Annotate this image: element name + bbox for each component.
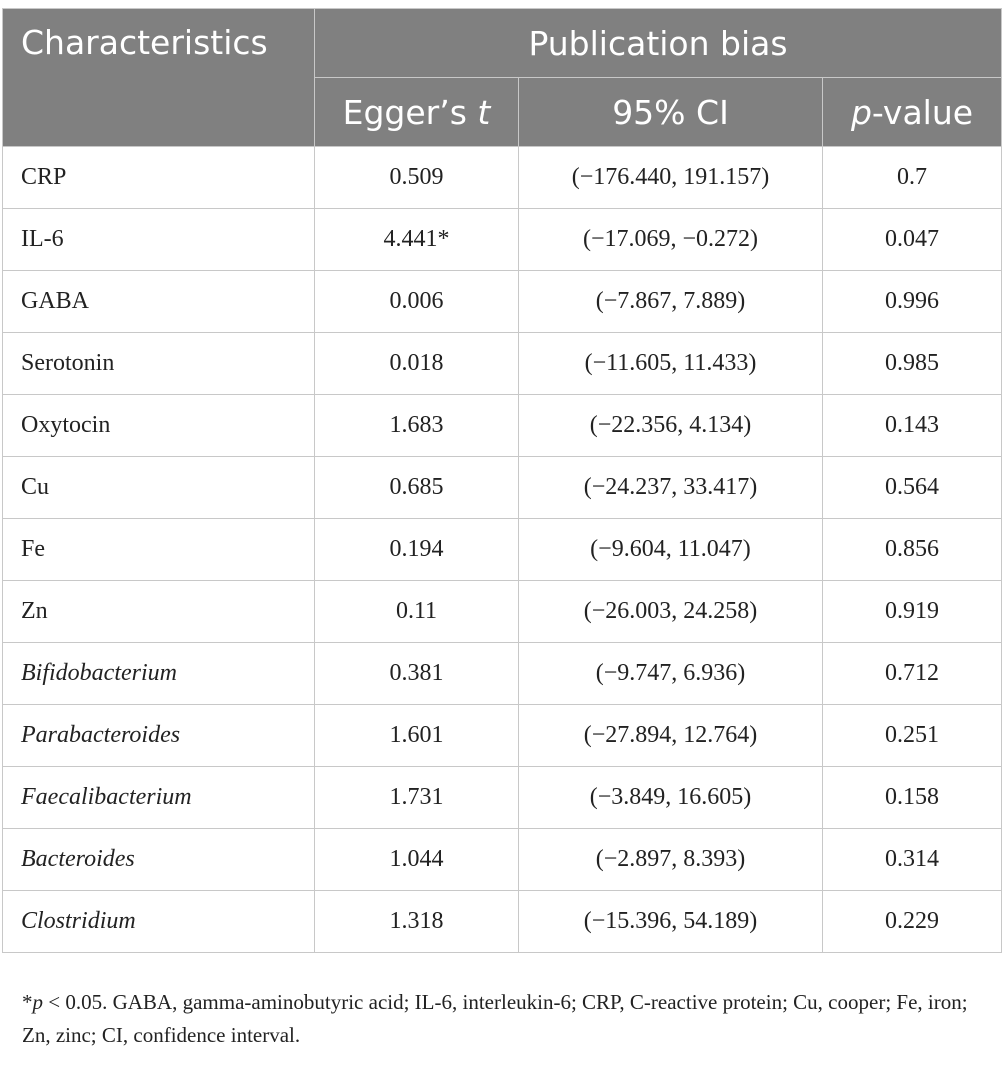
table-row: Faecalibacterium 1.731 (−3.849, 16.605) 0.1… <box>2 766 1002 829</box>
row-eggers-t-cell: 4.441* <box>314 208 519 271</box>
row-eggers-t-cell: 0.018 <box>314 332 519 395</box>
table-row: Parabacteroides 1.601 (−27.894, 12.764) 0.2… <box>2 704 1002 767</box>
row-p-value-cell: 0.919 <box>821 580 1002 643</box>
row-ci-cell: (−24.237, 33.417) <box>518 456 823 519</box>
row-eggers-t-cell: 0.685 <box>314 456 519 519</box>
header-characteristics: Characteristics <box>2 8 315 147</box>
row-p-value-cell: 0.996 <box>821 270 1002 333</box>
row-name-cell: Oxytocin <box>2 394 315 457</box>
table-row: IL-6 4.441* (−17.069, −0.272) 0.047 <box>2 208 1002 271</box>
table-row: Cu 0.685 (−24.237, 33.417) 0.564 <box>2 456 1002 519</box>
row-eggers-t-cell: 1.318 <box>314 890 519 953</box>
table-row: Bacteroides 1.044 (−2.897, 8.393) 0.314 <box>2 828 1002 891</box>
row-eggers-t-cell: 0.194 <box>314 518 519 581</box>
row-ci-cell: (−9.747, 6.936) <box>518 642 823 705</box>
row-eggers-t-cell: 0.11 <box>314 580 519 643</box>
table-row: Clostridium 1.318 (−15.396, 54.189) 0.229 <box>2 890 1002 953</box>
table-footnote: *p < 0.05. GABA, gamma-aminobutyric acid… <box>22 990 968 1047</box>
table-row: GABA 0.006 (−7.867, 7.889) 0.996 <box>2 270 1002 333</box>
header-publication-bias: Publication bias <box>313 8 1002 78</box>
table-row: Bifidobacterium 0.381 (−9.747, 6.936) 0.712 <box>2 642 1002 705</box>
table-row: CRP 0.509 (−176.440, 191.157) 0.7 <box>2 146 1002 209</box>
row-ci-cell: (−176.440, 191.157) <box>518 146 823 209</box>
header-p-value: p-value <box>821 77 1002 147</box>
row-ci-cell: (−27.894, 12.764) <box>518 704 823 767</box>
row-name-cell: Cu <box>2 456 315 519</box>
row-ci-cell: (−11.605, 11.433) <box>518 332 823 395</box>
row-eggers-t-cell: 1.601 <box>314 704 519 767</box>
row-name-cell: Zn <box>2 580 315 643</box>
row-name-cell: Faecalibacterium <box>2 766 315 829</box>
row-eggers-t-cell: 1.044 <box>314 828 519 891</box>
table-header: Characteristics Publication bias Egger’s… <box>2 8 1002 147</box>
row-ci-cell: (−17.069, −0.272) <box>518 208 823 271</box>
row-ci-cell: (−26.003, 24.258) <box>518 580 823 643</box>
row-eggers-t-cell: 0.509 <box>314 146 519 209</box>
row-p-value-cell: 0.985 <box>821 332 1002 395</box>
row-name-cell: Bifidobacterium <box>2 642 315 705</box>
header-95-ci: 95% CI <box>518 77 823 147</box>
publication-bias-table: Characteristics Publication bias Egger’s… <box>2 8 1002 953</box>
row-p-value-cell: 0.143 <box>821 394 1002 457</box>
row-name-cell: IL-6 <box>2 208 315 271</box>
table-row: Fe 0.194 (−9.604, 11.047) 0.856 <box>2 518 1002 581</box>
row-ci-cell: (−22.356, 4.134) <box>518 394 823 457</box>
row-p-value-cell: 0.047 <box>821 208 1002 271</box>
row-name-cell: Fe <box>2 518 315 581</box>
row-p-value-cell: 0.856 <box>821 518 1002 581</box>
row-eggers-t-cell: 1.731 <box>314 766 519 829</box>
row-ci-cell: (−3.849, 16.605) <box>518 766 823 829</box>
row-name-cell: Serotonin <box>2 332 315 395</box>
row-p-value-cell: 0.229 <box>821 890 1002 953</box>
row-ci-cell: (−2.897, 8.393) <box>518 828 823 891</box>
row-eggers-t-cell: 1.683 <box>314 394 519 457</box>
row-p-value-cell: 0.7 <box>821 146 1002 209</box>
row-ci-cell: (−7.867, 7.889) <box>518 270 823 333</box>
row-ci-cell: (−9.604, 11.047) <box>518 518 823 581</box>
row-name-cell: GABA <box>2 270 315 333</box>
row-name-cell: CRP <box>2 146 315 209</box>
row-name-cell: Bacteroides <box>2 828 315 891</box>
row-name-cell: Parabacteroides <box>2 704 315 767</box>
header-eggers-t: Egger’s t <box>314 77 519 147</box>
row-p-value-cell: 0.564 <box>821 456 1002 519</box>
row-eggers-t-cell: 0.006 <box>314 270 519 333</box>
table-body: CRP 0.509 (−176.440, 191.157) 0.7 IL-6 4.441*… <box>2 146 1002 953</box>
row-p-value-cell: 0.158 <box>821 766 1002 829</box>
table-row: Zn 0.11 (−26.003, 24.258) 0.919 <box>2 580 1002 643</box>
row-p-value-cell: 0.314 <box>821 828 1002 891</box>
table-row: Serotonin 0.018 (−11.605, 11.433) 0.985 <box>2 332 1002 395</box>
row-eggers-t-cell: 0.381 <box>314 642 519 705</box>
table-row: Oxytocin 1.683 (−22.356, 4.134) 0.143 <box>2 394 1002 457</box>
row-ci-cell: (−15.396, 54.189) <box>518 890 823 953</box>
row-p-value-cell: 0.251 <box>821 704 1002 767</box>
row-name-cell: Clostridium <box>2 890 315 953</box>
row-p-value-cell: 0.712 <box>821 642 1002 705</box>
